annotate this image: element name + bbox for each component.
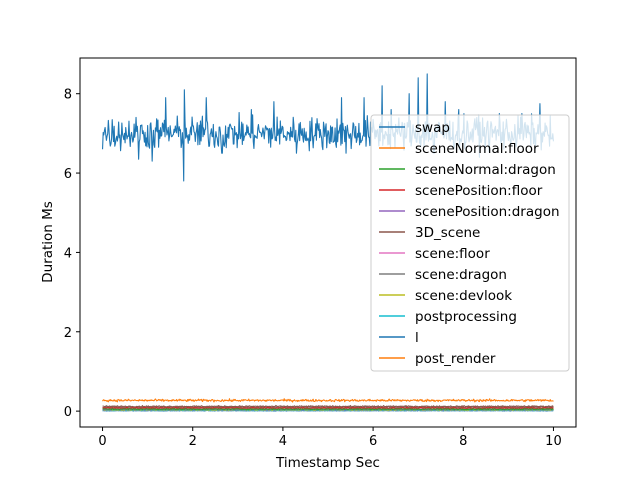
- plot-frame: [79, 57, 577, 428]
- legend-label: post_render: [415, 351, 496, 367]
- legend-frame: [370, 114, 570, 372]
- y-tick-label: 2: [64, 326, 72, 341]
- x-tick-label: 2: [189, 434, 197, 449]
- y-axis: 0 2 4 6 8: [64, 88, 80, 420]
- legend-label: postprocessing: [415, 309, 517, 325]
- legend-label: swap: [415, 120, 450, 136]
- x-tick-label: 0: [98, 434, 106, 449]
- y-tick-label: 8: [64, 88, 72, 103]
- y-axis-label: Duration Ms: [40, 201, 56, 283]
- legend-label: scene:floor: [415, 246, 490, 262]
- legend: swap sceneNormal:floor sceneNormal:dragon s…: [370, 114, 570, 372]
- y-tick-label: 0: [64, 405, 72, 420]
- x-axis: 0 2 4 6 8 10: [98, 427, 562, 449]
- x-axis-label: Timestamp Sec: [275, 455, 380, 471]
- series-line: [102, 406, 554, 410]
- legend-label: sceneNormal:dragon: [415, 162, 556, 178]
- legend-label: l: [415, 330, 419, 346]
- y-tick-label: 6: [64, 167, 72, 182]
- x-tick-label: 10: [545, 434, 562, 449]
- legend-label: scene:devlook: [415, 288, 512, 304]
- legend-label: 3D_scene: [415, 225, 480, 241]
- legend-label: scenePosition:floor: [415, 183, 543, 199]
- series-line: [102, 398, 554, 403]
- series-line: [102, 404, 554, 408]
- x-tick-label: 8: [459, 434, 467, 449]
- legend-label: sceneNormal:floor: [415, 141, 539, 157]
- x-tick-label: 4: [279, 434, 287, 449]
- legend-label: scene:dragon: [415, 267, 507, 283]
- series-line: [102, 408, 554, 411]
- x-tick-label: 6: [369, 434, 377, 449]
- series-layer: [102, 73, 554, 412]
- y-tick-label: 4: [64, 246, 72, 261]
- legend-label: scenePosition:dragon: [415, 204, 560, 220]
